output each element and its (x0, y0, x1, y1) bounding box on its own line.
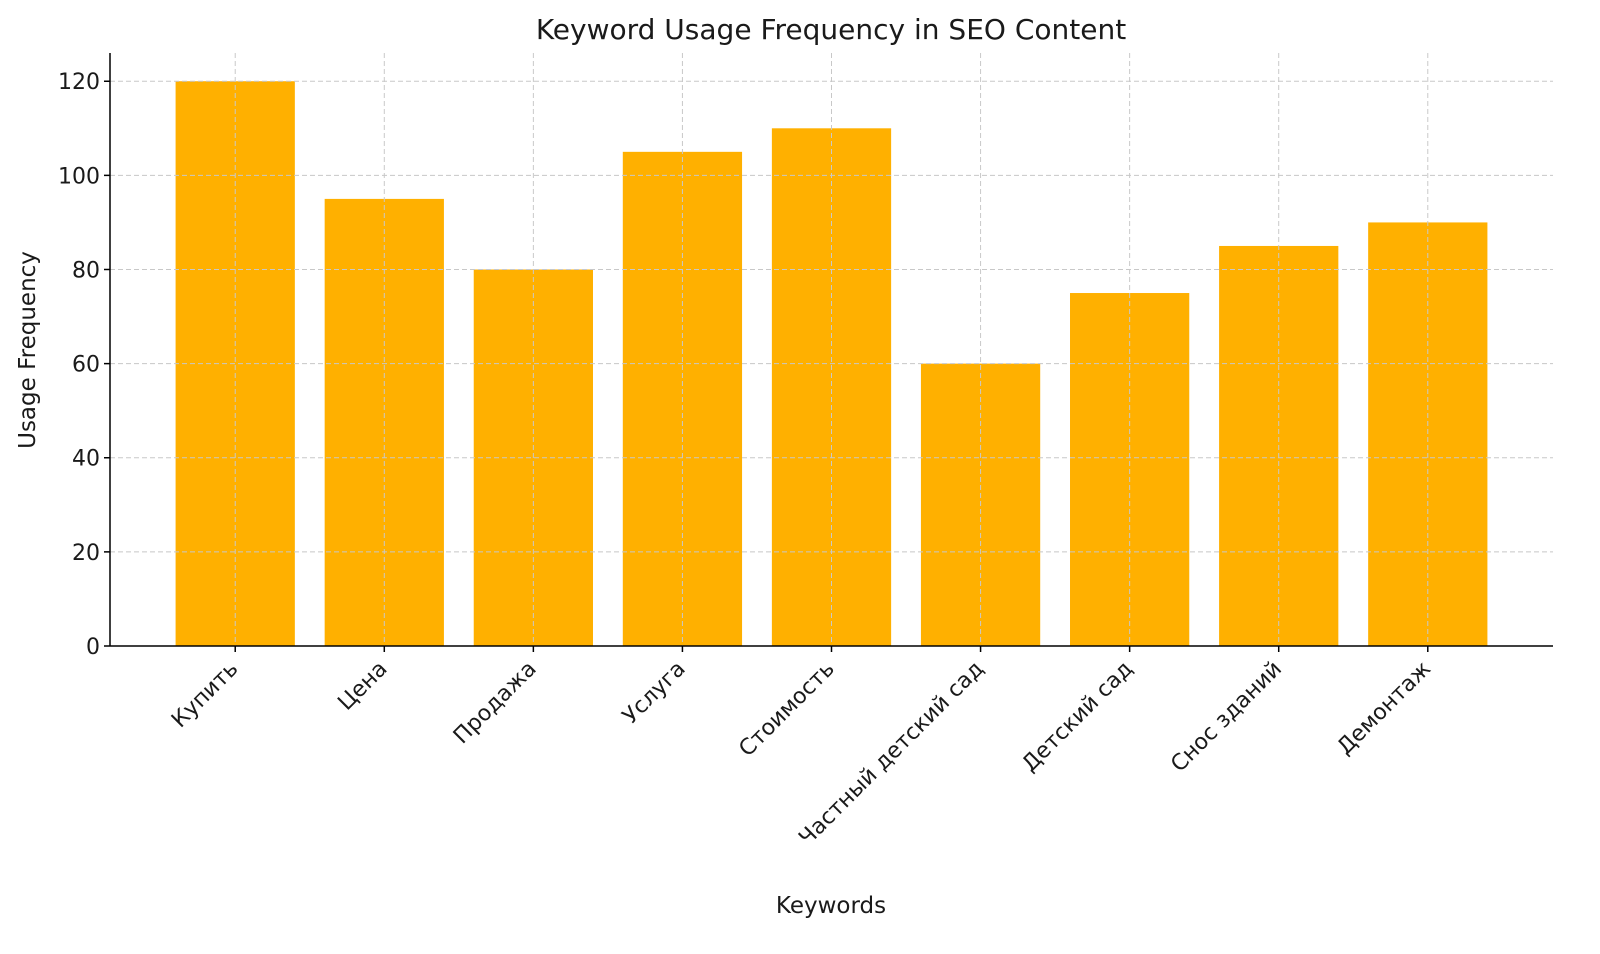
y-tick-label: 0 (86, 635, 100, 660)
y-ticks: 0 20 40 60 80 100 120 (58, 70, 110, 660)
y-tick-label: 80 (72, 258, 100, 283)
grid (110, 53, 1553, 647)
x-ticks: Купить Цена Продажа Услуга СтоимостьЧастный … (167, 646, 1436, 851)
y-tick-label: 100 (58, 164, 100, 189)
y-axis-label: Usage Frequency (15, 251, 41, 449)
x-tick-label: Снос зданий (1166, 657, 1287, 778)
y-tick-label: 20 (72, 541, 100, 566)
y-tick-label: 40 (72, 447, 100, 472)
x-tick-label: Услуга (618, 657, 691, 730)
y-tick-label: 60 (72, 353, 100, 378)
x-tick-label: Купить (167, 657, 243, 733)
chart-title: Keyword Usage Frequency in SEO Content (536, 13, 1126, 46)
x-tick-label: Продажа (449, 657, 542, 750)
x-tick-label: Демонтаж (1333, 656, 1437, 760)
x-tick-label: Цена (333, 657, 392, 716)
x-tick-label: Стоимость (734, 657, 839, 762)
x-axis-label: Keywords (776, 893, 886, 919)
x-tick-label: Детский сад (1017, 657, 1137, 777)
y-tick-label: 120 (58, 70, 100, 95)
